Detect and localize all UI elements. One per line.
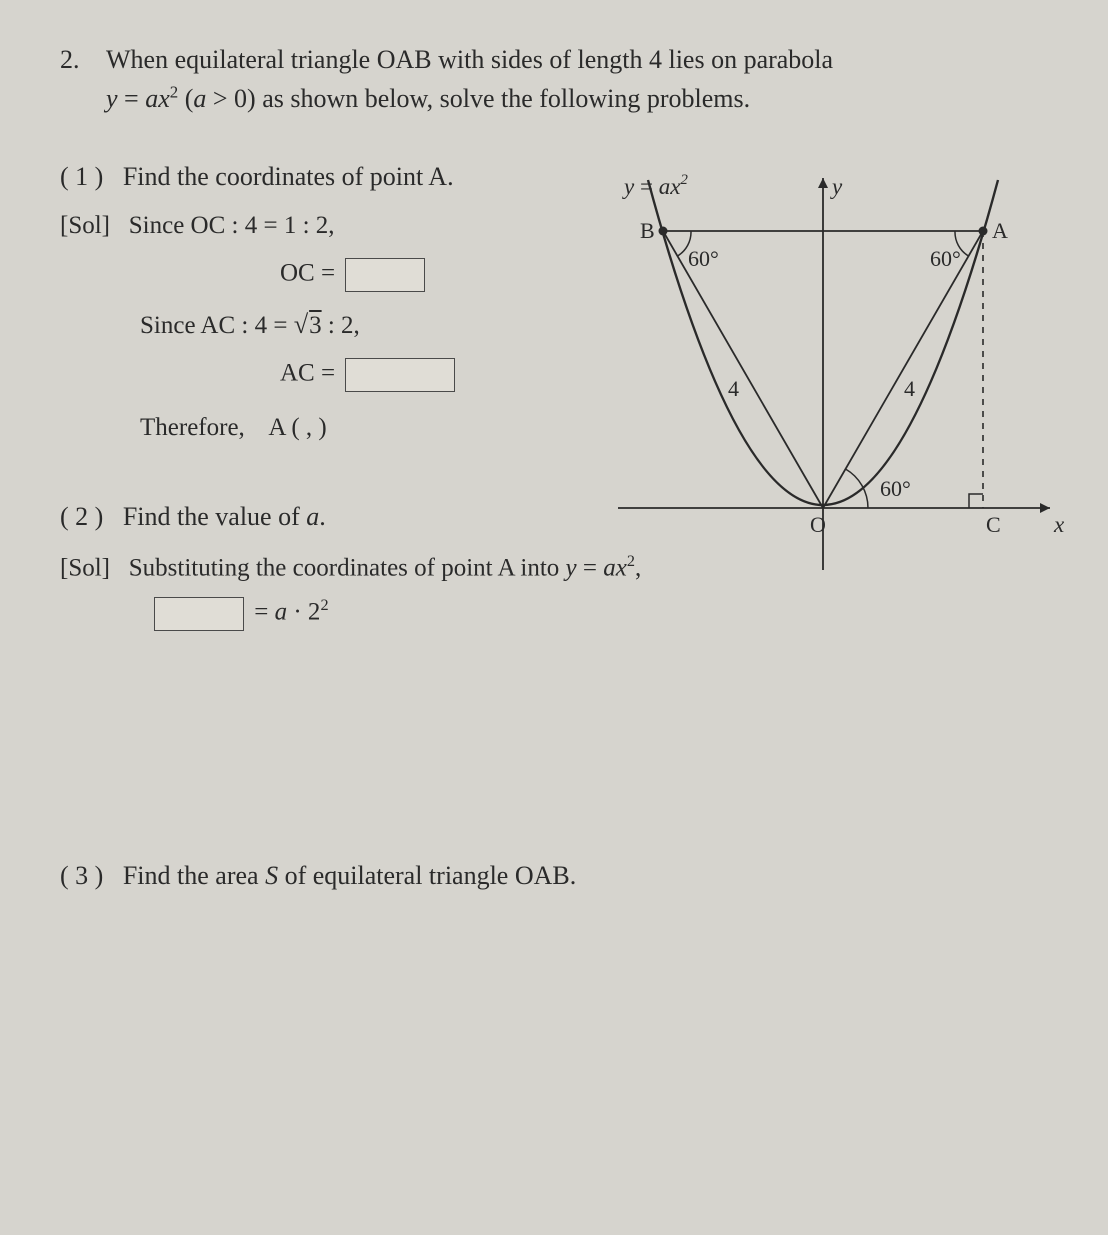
sol2-label: [Sol] — [60, 554, 110, 581]
ac-equation: AC = — [280, 358, 600, 392]
problem-number: 2. — [60, 40, 106, 118]
x-axis-label: x — [1053, 512, 1065, 537]
part3-label: ( 3 ) — [60, 861, 103, 890]
right-angle-marker — [969, 494, 983, 508]
sol2-y: y — [566, 554, 577, 581]
angle-A-60: 60° — [930, 246, 961, 271]
figure-svg: y = ax2 y x O A B C 60° 60° 60° 4 4 — [588, 170, 1068, 590]
stem-line1: When equilateral triangle OAB with sides… — [106, 45, 833, 74]
curve-label: y = ax2 — [622, 172, 688, 199]
eq-y: y — [106, 84, 118, 113]
part3-S: S — [265, 861, 278, 890]
label-A: A — [992, 218, 1008, 243]
ac-label: AC = — [280, 360, 335, 387]
problem-stem: 2. When equilateral triangle OAB with si… — [60, 40, 1058, 118]
part1-text: Find the coordinates of point A. — [123, 162, 454, 191]
x-axis-arrow — [1040, 503, 1050, 513]
point-B-dot — [659, 227, 668, 236]
sqrt-symbol: √ — [294, 310, 308, 339]
part2-tail: . — [319, 502, 326, 531]
oc-equation: OC = — [280, 258, 600, 292]
side-OA — [823, 231, 983, 508]
therefore-label: Therefore, — [140, 414, 245, 441]
part3-text-pre: Find the area — [123, 861, 265, 890]
side-OB-4: 4 — [728, 376, 739, 401]
blank-eq2 — [154, 597, 244, 631]
problem-text: When equilateral triangle OAB with sides… — [106, 40, 1058, 118]
label-B: B — [640, 218, 655, 243]
sol2-text: Substituting the coordinates of point A … — [129, 554, 566, 581]
y-axis-arrow — [818, 178, 828, 188]
therefore-A: A ( , ) — [268, 414, 326, 441]
part2-text: Find the value of — [123, 502, 306, 531]
stem-line2-suffix: as shown below, solve the following prob… — [262, 84, 750, 113]
side-OA-4: 4 — [904, 376, 915, 401]
angle-arc-O — [846, 469, 869, 508]
sol1-text2-tail: : 2, — [322, 312, 360, 339]
sqrt-val: 3 — [308, 312, 322, 339]
eq-x: x — [158, 84, 170, 113]
angle-O-60: 60° — [880, 476, 911, 501]
eq-cond: (a > 0) — [185, 84, 256, 113]
sol-label: [Sol] — [60, 212, 110, 239]
part1-question: ( 1 ) Find the coordinates of point A. — [60, 162, 600, 192]
eq-a: a — [145, 84, 158, 113]
eq-eq: = — [124, 84, 145, 113]
figure-parabola-triangle: y = ax2 y x O A B C 60° 60° 60° 4 4 — [588, 170, 1068, 590]
part2-eq2: = a · 22 — [150, 596, 1058, 631]
origin-label: O — [810, 512, 826, 537]
side-OB — [663, 231, 823, 508]
eq-exp: 2 — [170, 82, 178, 101]
y-axis-label: y — [830, 174, 843, 199]
part2-var-a: a — [306, 502, 319, 531]
part1-sol-line1: [Sol] Since OC : 4 = 1 : 2, — [60, 212, 600, 240]
part1-therefore: Therefore, A ( , ) — [140, 414, 600, 442]
sol1-text2-pre: Since AC : 4 = — [140, 312, 294, 339]
eq2-exp: 2 — [320, 596, 328, 614]
blank-oc — [345, 258, 425, 292]
part1-label: ( 1 ) — [60, 162, 103, 191]
sol1-text1: Since OC : 4 = 1 : 2, — [129, 212, 335, 239]
blank-ac — [345, 358, 455, 392]
part1-sol-line2: Since AC : 4 = √3 : 2, — [140, 310, 600, 340]
oc-label: OC = — [280, 260, 335, 287]
part3-question: ( 3 ) Find the area S of equilateral tri… — [60, 861, 1058, 891]
part3-text-post: of equilateral triangle OAB. — [278, 861, 576, 890]
angle-B-60: 60° — [688, 246, 719, 271]
label-C: C — [986, 512, 1001, 537]
part2-label: ( 2 ) — [60, 502, 103, 531]
